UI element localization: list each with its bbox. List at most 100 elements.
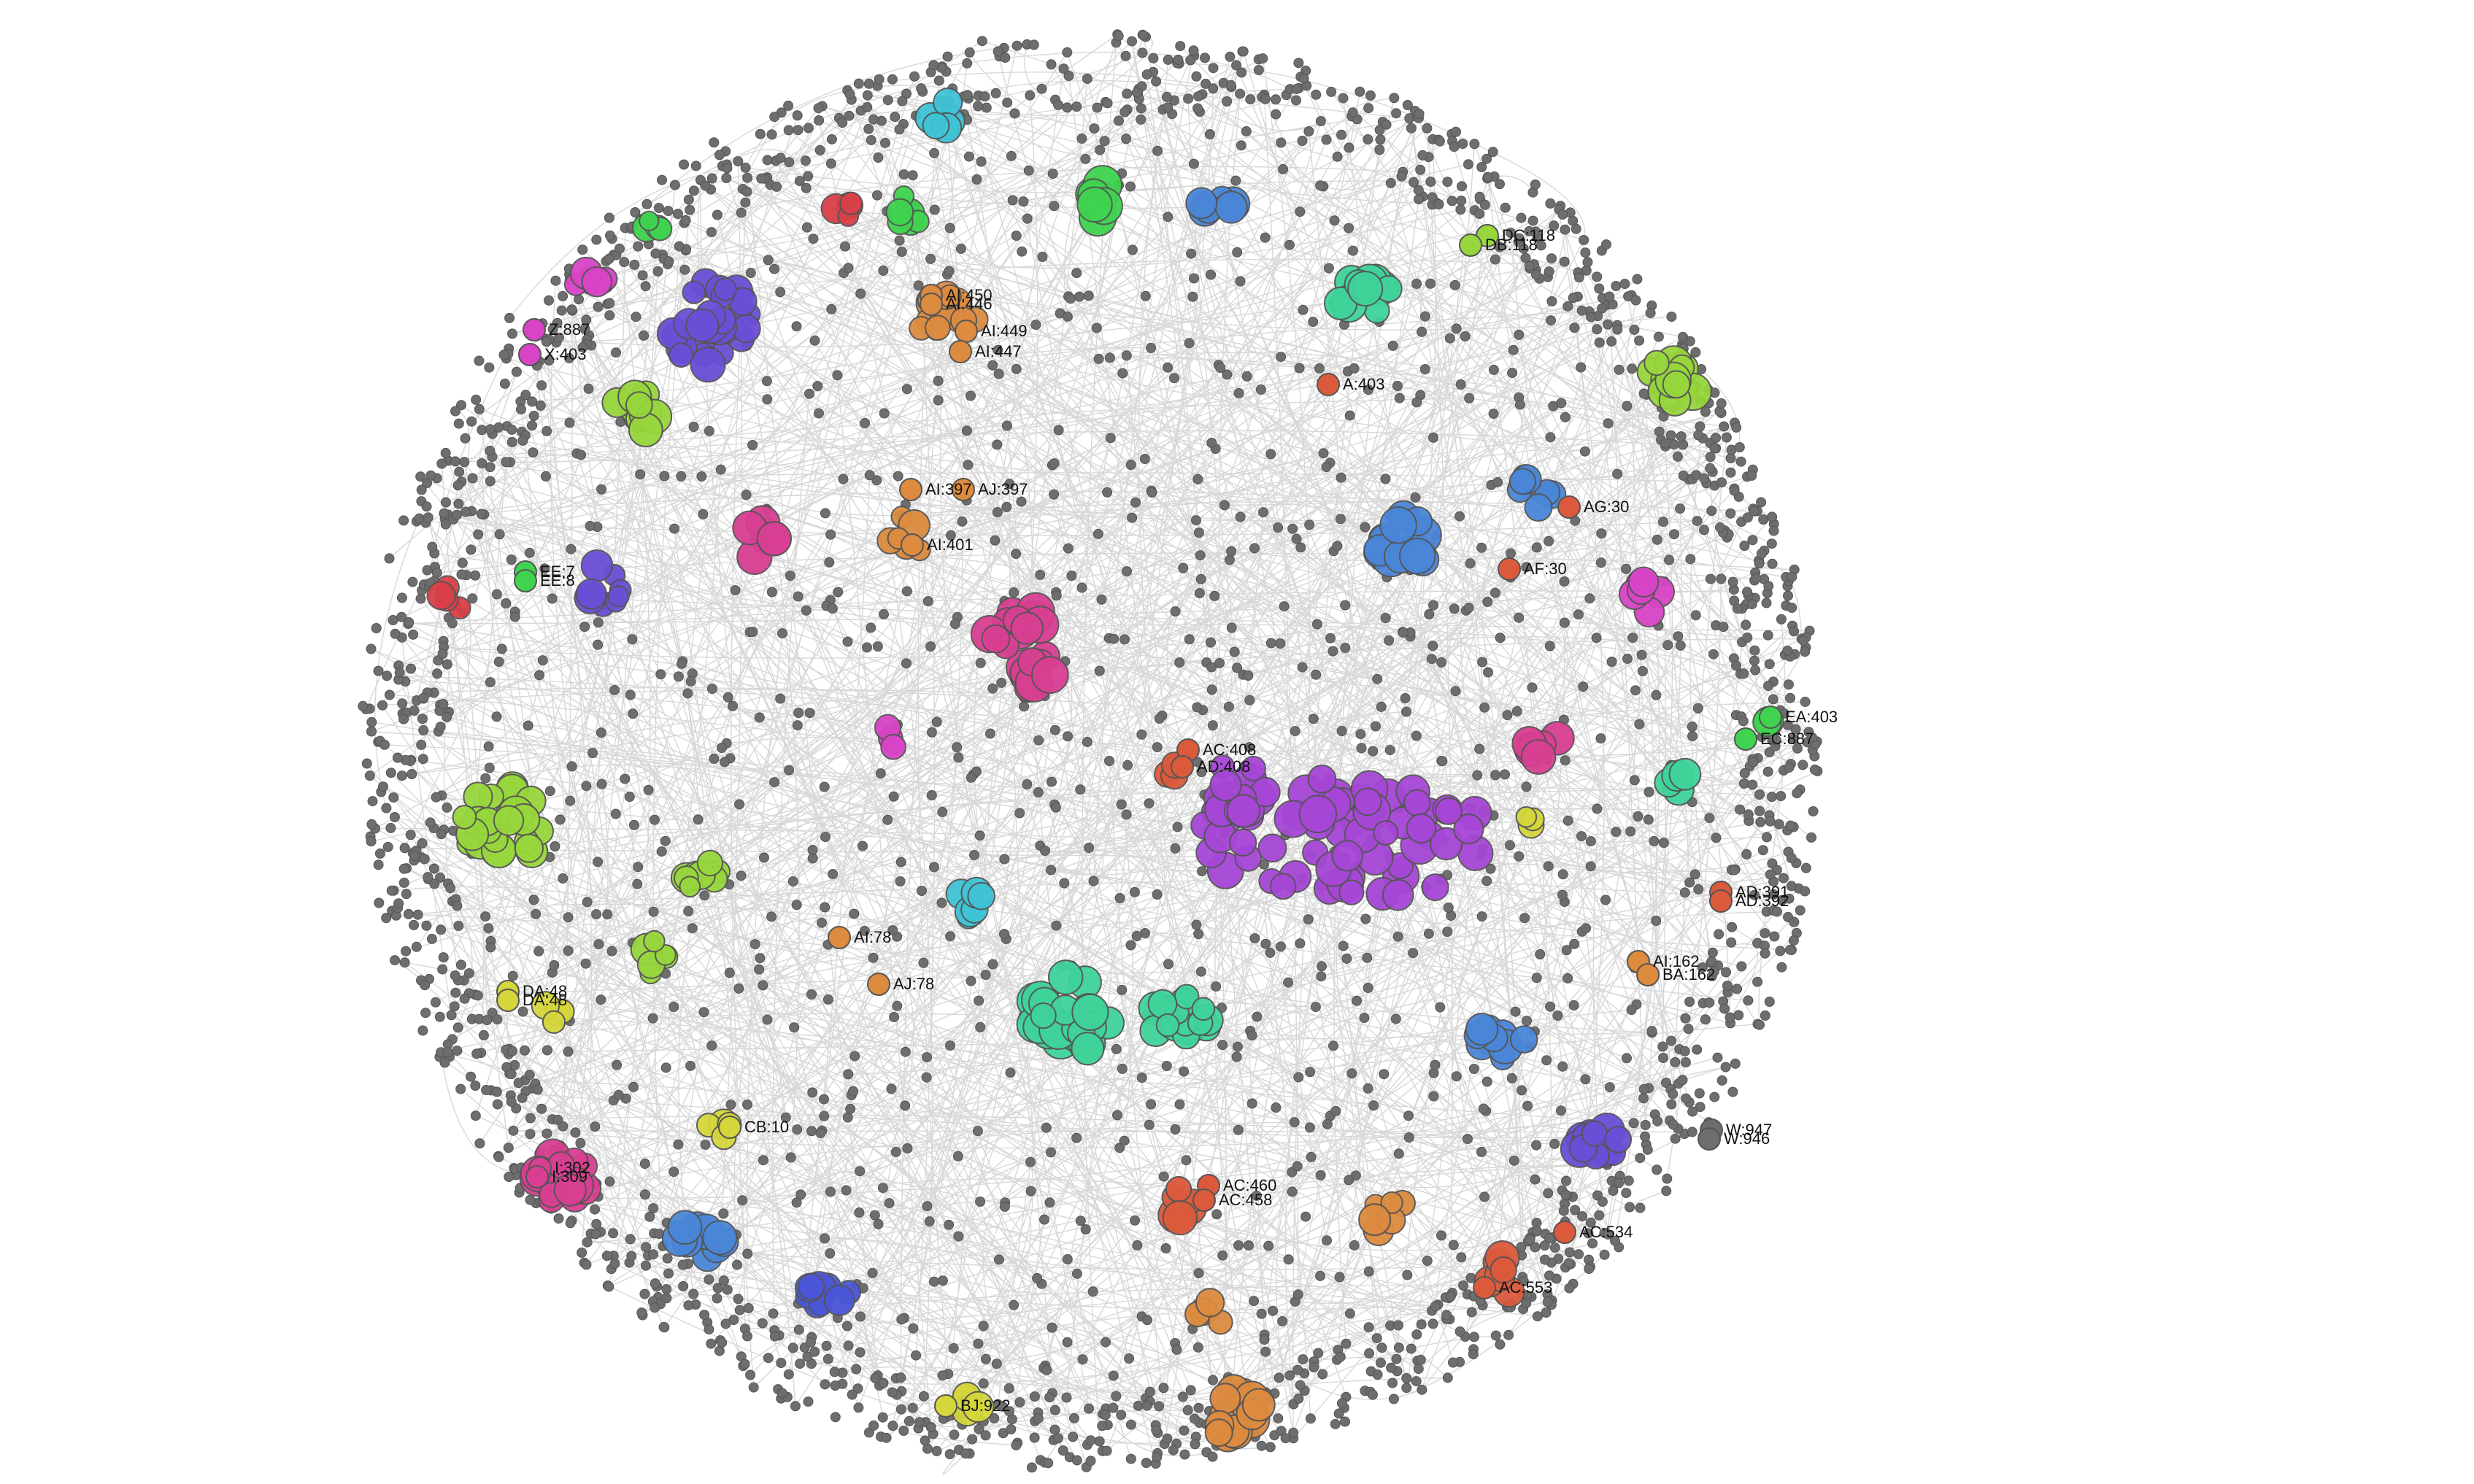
graph-node [404,617,415,627]
graph-node [604,1281,614,1292]
graph-node [807,1087,818,1098]
graph-node [1800,862,1811,873]
cluster-node-red [839,191,863,215]
graph-node [902,1143,913,1153]
graph-node [803,1396,814,1407]
graph-node [472,990,483,1001]
graph-node [895,857,906,867]
graph-node [447,618,458,629]
graph-node [373,859,384,870]
graph-node [1700,406,1711,417]
graph-node [945,1040,955,1051]
graph-node [1193,91,1204,102]
graph-node [1356,743,1367,754]
graph-node [1693,430,1704,441]
graph-node [1401,1383,1412,1394]
graph-node [1411,1329,1422,1340]
graph-node [477,425,488,436]
graph-node [398,714,409,724]
graph-node [398,515,409,526]
graph-node [929,204,940,215]
graph-node [776,1358,787,1368]
graph-node [1391,1353,1402,1364]
graph-node [791,1197,802,1208]
graph-node [882,95,893,106]
graph-node [1768,525,1779,536]
graph-node [1741,849,1752,859]
graph-node [418,692,429,703]
graph-node [1514,329,1525,340]
graph-node [1304,1122,1315,1133]
cluster-node-orange [1241,1388,1276,1422]
graph-node [663,256,674,267]
graph-node [1289,1117,1300,1128]
graph-node [508,1125,519,1136]
graph-node [613,1089,624,1100]
graph-node [1363,134,1373,144]
graph-node [1583,1228,1594,1239]
graph-node [1742,587,1752,598]
graph-node [1364,1348,1375,1359]
graph-node [1428,432,1438,443]
graph-node [987,959,998,970]
graph-node [1580,247,1591,258]
graph-node [1360,913,1371,924]
graph-node [1479,702,1490,713]
graph-node [1676,431,1687,442]
graph-node [1474,743,1485,754]
graph-node [1416,1319,1427,1330]
cluster-node-violet [713,277,737,301]
graph-node [1184,338,1195,349]
graph-node [975,657,986,668]
graph-node [952,1151,963,1162]
graph-node [427,541,438,552]
cluster-node-lime [696,849,724,877]
graph-node [474,1138,485,1149]
graph-node [1718,622,1729,633]
graph-node [1673,631,1684,642]
graph-node [403,908,414,919]
graph-node [1142,1315,1152,1326]
graph-node [699,890,710,901]
graph-node [1137,47,1148,58]
graph-node [1707,947,1718,958]
graph-node [639,1159,650,1169]
graph-node [1061,1392,1072,1403]
graph-node [832,370,843,381]
graph-node [492,1014,503,1025]
graph-node [417,714,428,724]
graph-node [1679,887,1690,898]
node-label-ac-408: AC:408 [1203,741,1256,759]
graph-node [944,223,955,233]
labeled-node [952,478,975,501]
label-layer: DC:118 DB:118 Z:887 X:403 AI:450 AI:446 … [523,226,1838,1415]
graph-node [386,885,397,896]
graph-node [961,425,972,436]
graph-node [895,1372,906,1383]
graph-node [1336,726,1347,736]
graph-node [1099,136,1110,147]
graph-node [898,169,909,180]
graph-node [801,222,812,233]
graph-node [1241,126,1252,136]
graph-node [719,757,730,768]
graph-node [878,265,889,276]
graph-node [755,953,766,964]
node-label-ad-408: AD:408 [1197,757,1250,776]
graph-node [455,959,466,970]
graph-node [733,1294,744,1305]
graph-node [928,60,939,71]
graph-node [644,1211,655,1222]
graph-node [1349,1240,1360,1251]
graph-node [1321,134,1332,145]
graph-node [1573,1249,1584,1260]
graph-node [507,970,518,981]
graph-node [1670,1133,1681,1144]
graph-node [790,1401,801,1412]
graph-node [1668,1119,1679,1130]
graph-node [1544,536,1554,546]
graph-node [1231,1051,1242,1062]
graph-node [784,765,795,776]
graph-node [763,255,774,266]
